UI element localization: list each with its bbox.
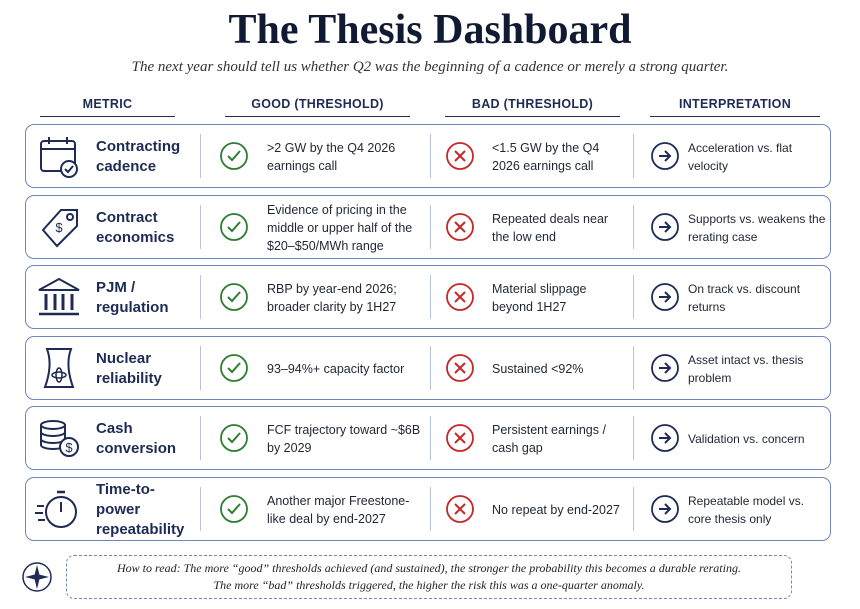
metric: Nuclear reliability — [96, 349, 162, 387]
divider — [430, 275, 431, 319]
metric-icon — [43, 347, 75, 388]
svg-text:$: $ — [65, 440, 73, 455]
divider — [633, 486, 634, 531]
interpretation: Repeatable model vs. core thesis only — [688, 493, 805, 526]
table-row: Contracting cadence >2 GW by the Q4 2026 … — [25, 124, 831, 188]
metric: Contracting cadence — [96, 138, 181, 175]
footer-line: The more “bad” thresholds triggered, the… — [213, 578, 645, 592]
divider — [200, 134, 201, 178]
interpretation: Validation vs. concern — [688, 432, 805, 446]
check-icon — [220, 353, 248, 382]
svg-text:$: $ — [55, 220, 63, 235]
subtitle: The next year should tell us whether Q2 … — [131, 59, 729, 75]
metric-icon: $ — [40, 420, 79, 457]
column-header: INTERPRETATION — [650, 97, 820, 117]
metric-icon: $ — [41, 208, 78, 247]
bad-threshold: No repeat by end-2027 — [492, 502, 620, 517]
divider — [200, 486, 201, 531]
divider — [430, 134, 431, 178]
column-header: BAD (THRESHOLD) — [445, 97, 620, 117]
bad-threshold: Material slippage beyond 1H27 — [492, 282, 587, 314]
table-row: Nuclear reliability 93–94%+ capacity fact… — [25, 335, 831, 400]
arrow-icon — [651, 283, 679, 311]
check-icon — [220, 494, 248, 523]
good-threshold: Evidence of pricing in the middle or upp… — [267, 202, 413, 253]
divider — [200, 275, 201, 319]
arrow-icon — [651, 212, 679, 241]
divider — [200, 204, 201, 249]
column-header: METRIC — [40, 97, 175, 117]
good-threshold: FCF trajectory toward ~$6B by 2029 — [267, 423, 421, 455]
cross-icon — [446, 353, 474, 382]
good-threshold: >2 GW by the Q4 2026 earnings call — [267, 141, 396, 173]
metric: Cash conversion — [96, 420, 177, 457]
interpretation: Supports vs. weakens the rerating case — [688, 211, 826, 244]
divider — [633, 345, 634, 390]
divider — [633, 275, 634, 319]
arrow-icon — [651, 494, 679, 523]
table-row: $ Cash conversion FCF trajectory toward ~$… — [25, 406, 831, 470]
cross-icon — [446, 494, 474, 523]
bad-threshold: Sustained <92% — [492, 361, 584, 376]
compass-icon — [22, 562, 52, 592]
arrow-icon — [651, 142, 679, 170]
table-row: PJM / regulation RBP by year-end 2026; br… — [25, 265, 831, 329]
bad-threshold: Repeated deals near the low end — [492, 211, 609, 244]
metric-icon — [40, 137, 78, 178]
check-icon — [220, 142, 248, 170]
interpretation: Acceleration vs. flat velocity — [688, 141, 793, 173]
bad-threshold: <1.5 GW by the Q4 2026 earnings call — [492, 141, 600, 173]
cross-icon — [446, 283, 474, 311]
check-icon — [220, 283, 248, 311]
arrow-icon — [651, 353, 679, 382]
metric-icon — [38, 277, 80, 316]
table-row: $ Contract economics Evidence of pricing i… — [25, 194, 831, 259]
table-row: Time-to-power repeatability Another major… — [25, 476, 831, 541]
good-threshold: RBP by year-end 2026; broader clarity by… — [267, 282, 397, 314]
divider — [200, 416, 201, 460]
good-threshold: Another major Freestone-like deal by end… — [267, 493, 410, 526]
divider — [430, 204, 431, 249]
footer-line: How to read: The more “good” thresholds … — [117, 561, 741, 575]
interpretation: Asset intact vs. thesis problem — [688, 352, 804, 385]
metric-icon — [35, 490, 77, 528]
cross-icon — [446, 424, 474, 452]
cross-icon — [446, 212, 474, 241]
title: The Thesis Dashboard — [228, 7, 632, 53]
divider — [633, 416, 634, 460]
bad-threshold: Persistent earnings / cash gap — [492, 423, 606, 455]
interpretation: On track vs. discount returns — [688, 282, 801, 314]
divider — [200, 345, 201, 390]
arrow-icon — [651, 424, 679, 452]
cross-icon — [446, 142, 474, 170]
divider — [633, 134, 634, 178]
check-icon — [220, 424, 248, 452]
metric: Contract economics — [96, 208, 175, 246]
check-icon — [220, 212, 248, 241]
divider — [633, 204, 634, 249]
good-threshold: 93–94%+ capacity factor — [267, 361, 405, 376]
metric: PJM / regulation — [96, 279, 169, 316]
metric: Time-to-power repeatability — [96, 480, 185, 538]
divider — [430, 486, 431, 531]
column-header: GOOD (THRESHOLD) — [225, 97, 410, 117]
footer-note: How to read: The more “good” thresholds … — [66, 555, 792, 599]
divider — [430, 345, 431, 390]
divider — [430, 416, 431, 460]
